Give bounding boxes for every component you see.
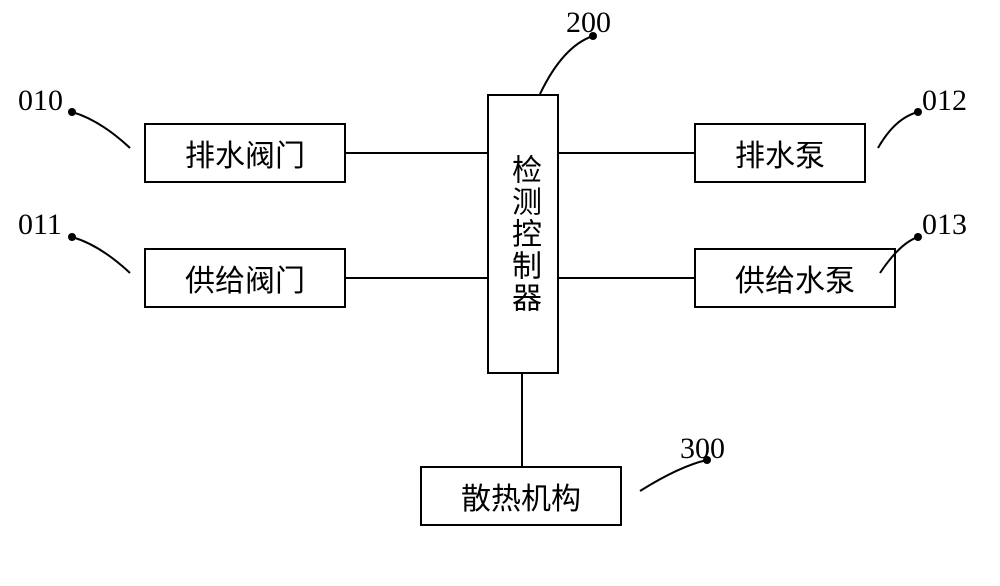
diagram-canvas: 检测控制器 排水阀门 供给阀门 排水泵 供给水泵 散热机构 200 010 01… <box>0 0 1000 586</box>
ref-label-013: 013 <box>922 208 967 242</box>
node-controller-text: 检测控制器 <box>501 154 545 314</box>
node-drain-pump: 排水泵 <box>694 123 866 183</box>
node-drain-valve: 排水阀门 <box>144 123 346 183</box>
ref-label-012: 012 <box>922 84 967 118</box>
connector <box>521 374 523 466</box>
node-supply-pump: 供给水泵 <box>694 248 896 308</box>
node-heat-sink: 散热机构 <box>420 466 622 526</box>
node-supply-valve-text: 供给阀门 <box>185 256 305 300</box>
connector <box>559 152 694 154</box>
leader-200 <box>540 36 593 94</box>
ref-label-300: 300 <box>680 432 725 466</box>
node-controller: 检测控制器 <box>487 94 559 374</box>
leader-012 <box>878 112 918 148</box>
ref-label-200: 200 <box>566 6 611 40</box>
node-heat-sink-text: 散热机构 <box>461 474 581 518</box>
ref-label-011: 011 <box>18 208 62 242</box>
node-drain-pump-text: 排水泵 <box>735 131 825 175</box>
connector <box>559 277 694 279</box>
node-supply-valve: 供给阀门 <box>144 248 346 308</box>
ref-label-010: 010 <box>18 84 63 118</box>
node-drain-valve-text: 排水阀门 <box>185 131 305 175</box>
leader-011 <box>72 237 130 273</box>
connector <box>346 152 487 154</box>
connector <box>346 277 487 279</box>
node-supply-pump-text: 供给水泵 <box>735 256 855 300</box>
leader-010 <box>72 112 130 148</box>
